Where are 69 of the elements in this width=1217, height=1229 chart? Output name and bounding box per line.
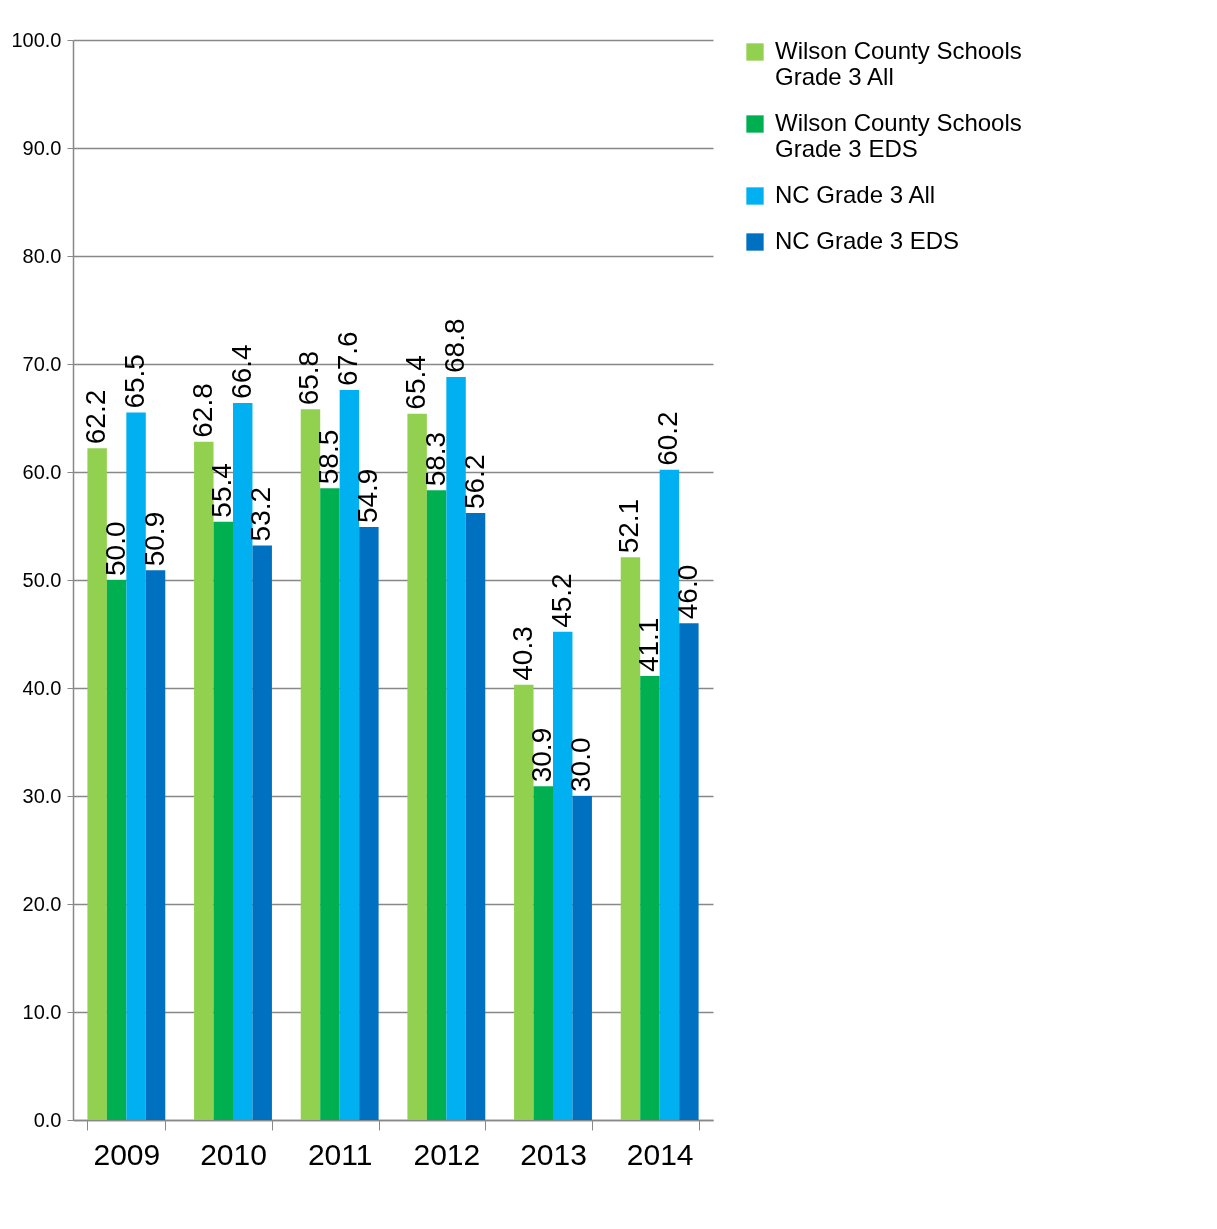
bar <box>339 389 360 1120</box>
data-label: 67.6 <box>332 331 364 386</box>
bar <box>194 441 214 1120</box>
data-label: 50.0 <box>99 521 131 576</box>
data-label: 46.0 <box>671 564 703 620</box>
x-tick-label: 2009 <box>93 1137 161 1171</box>
data-label: 53.2 <box>245 486 277 542</box>
bar <box>213 521 233 1120</box>
data-label: 60.2 <box>652 411 684 466</box>
bar <box>359 527 379 1120</box>
legend-label: Wilson County Schools Grade 3 All <box>775 37 1022 90</box>
bar <box>126 412 146 1120</box>
data-label: 50.9 <box>138 511 170 567</box>
legend-label: NC Grade 3 EDS <box>775 227 960 254</box>
y-tick-label: 80.0 <box>22 244 62 267</box>
y-tick-label: 100.0 <box>11 28 62 51</box>
bar <box>514 684 534 1120</box>
y-tick-label: 90.0 <box>22 136 62 159</box>
data-label: 54.9 <box>351 468 383 524</box>
data-label: 62.2 <box>80 389 112 445</box>
legend-label: NC Grade 3 All <box>775 181 936 208</box>
x-tick-label: 2014 <box>626 1137 694 1171</box>
data-label: 56.2 <box>458 454 490 510</box>
data-label: 30.9 <box>526 727 558 783</box>
data-label: 55.4 <box>206 463 238 518</box>
bar <box>145 570 166 1120</box>
y-tick-label: 40.0 <box>22 676 62 699</box>
data-label: 68.8 <box>439 318 471 373</box>
bar <box>252 545 272 1120</box>
bar <box>426 490 447 1120</box>
data-label: 66.4 <box>225 344 257 399</box>
y-tick-label: 50.0 <box>22 568 62 591</box>
bar <box>572 796 592 1120</box>
data-label: 45.2 <box>545 573 577 628</box>
data-label: 62.8 <box>186 383 218 438</box>
x-tick-label: 2010 <box>200 1137 267 1171</box>
data-label: 40.3 <box>506 626 538 681</box>
x-tick-label: 2011 <box>307 1137 373 1171</box>
y-tick-label: 30.0 <box>22 784 62 807</box>
y-tick-label: 70.0 <box>22 352 62 375</box>
bar <box>106 580 127 1120</box>
data-label: 58.3 <box>419 431 451 487</box>
bar <box>533 786 553 1120</box>
data-label: 65.5 <box>119 354 151 409</box>
y-tick-label: 20.0 <box>22 892 62 915</box>
y-tick-label: 60.0 <box>22 460 62 483</box>
x-tick-label: 2013 <box>520 1137 587 1171</box>
bar <box>640 676 660 1120</box>
data-label: 65.4 <box>400 355 432 410</box>
bar <box>300 409 321 1120</box>
bar <box>679 623 699 1120</box>
bar <box>320 488 340 1120</box>
bar <box>465 513 486 1120</box>
data-label: 41.1 <box>632 617 664 673</box>
bar <box>407 413 427 1120</box>
bar <box>659 469 680 1120</box>
bar <box>620 557 641 1120</box>
x-tick-label: 2012 <box>413 1137 481 1171</box>
data-label: 65.8 <box>293 350 325 406</box>
y-tick-label: 0.0 <box>33 1108 62 1131</box>
legend-label: Wilson County Schools Grade 3 EDS <box>775 109 1022 162</box>
data-label: 30.0 <box>565 737 597 792</box>
data-label: 52.1 <box>613 498 645 554</box>
data-label: 58.5 <box>312 429 344 485</box>
bar <box>553 631 573 1120</box>
bar <box>87 448 107 1120</box>
y-tick-label: 10.0 <box>22 1000 62 1023</box>
bar <box>446 376 466 1120</box>
bar <box>233 402 253 1120</box>
